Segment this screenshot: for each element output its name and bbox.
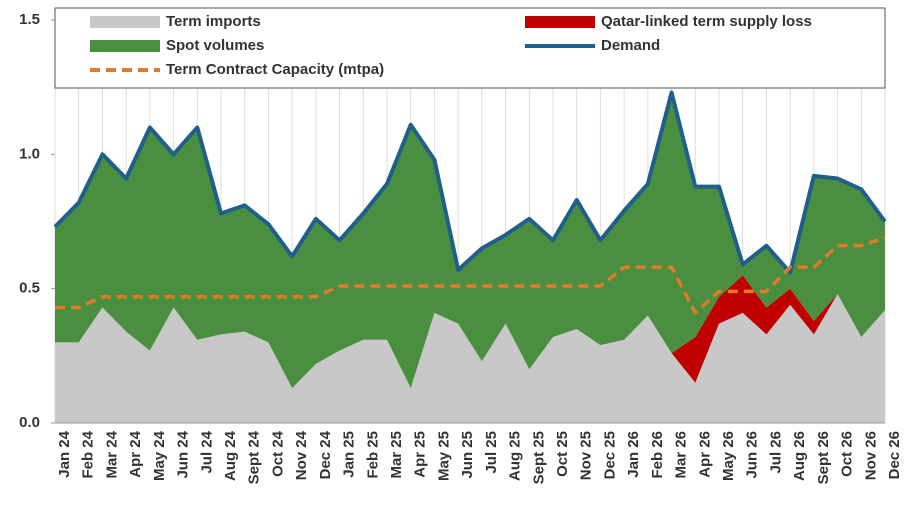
legend-label: Spot volumes: [166, 37, 264, 54]
x-tick-label: Jan 24: [56, 430, 73, 477]
x-tick-label: Nov 26: [862, 431, 879, 480]
x-tick-label: Feb 26: [649, 431, 666, 479]
x-tick-label: Apr 25: [412, 431, 429, 478]
x-tick-label: Oct 26: [839, 431, 856, 477]
x-tick-label: Oct 25: [554, 431, 571, 477]
area: [55, 294, 885, 423]
legend-swatch: [90, 16, 160, 28]
legend-swatch: [90, 40, 160, 52]
x-tick-label: Jan 25: [341, 431, 358, 478]
x-tick-label: Jun 26: [744, 431, 761, 479]
x-tick-label: Nov 25: [578, 431, 595, 480]
line: [55, 235, 886, 315]
x-tick-label: Jul 26: [767, 431, 784, 474]
x-tick-label: Jun 25: [459, 431, 476, 479]
y-tick-label: 0.0: [19, 414, 40, 431]
x-tick-label: Sept 25: [530, 431, 547, 484]
x-tick-label: Jul 25: [483, 431, 500, 474]
legend: [54, 7, 886, 89]
legend-label: Term Contract Capacity (mtpa): [166, 61, 384, 78]
x-tick-label: Mar 25: [388, 431, 405, 479]
x-tick-label: Dec 26: [886, 431, 903, 479]
x-tick-label: Jul 24: [198, 430, 215, 473]
y-tick-label: 1.0: [19, 145, 40, 162]
x-tick-label: Feb 24: [80, 430, 97, 478]
y-tick-label: 0.5: [19, 280, 40, 297]
x-tick-label: Oct 24: [269, 430, 286, 477]
x-tick-label: Apr 24: [127, 430, 144, 477]
x-tick-label: Aug 24: [222, 430, 239, 481]
x-tick-label: Sept 24: [246, 430, 263, 484]
area: [55, 92, 885, 389]
x-tick-label: Aug 26: [791, 431, 808, 481]
x-tick-label: Mar 24: [103, 430, 120, 478]
line: [53, 90, 887, 275]
x-tick-label: Dec 24: [317, 430, 334, 479]
x-tick-label: Jan 26: [625, 431, 642, 478]
area: [55, 275, 885, 389]
legend-label: Term imports: [166, 13, 261, 30]
legend-label: Qatar-linked term supply loss: [601, 13, 812, 30]
x-tick-label: Aug 25: [507, 431, 524, 481]
x-tick-label: Sept 26: [815, 431, 832, 484]
x-tick-label: May 26: [720, 431, 737, 481]
legend-label: Demand: [601, 37, 660, 54]
x-tick-label: Apr 26: [696, 431, 713, 478]
x-tick-label: Jun 24: [175, 430, 192, 478]
x-tick-label: May 25: [435, 431, 452, 481]
x-tick-label: Feb 25: [364, 431, 381, 479]
x-tick-label: May 24: [151, 430, 168, 481]
y-tick-label: 1.5: [19, 11, 40, 28]
x-tick-label: Dec 25: [601, 431, 618, 479]
x-tick-label: Nov 24: [293, 430, 310, 480]
legend-swatch: [525, 16, 595, 28]
x-tick-label: Mar 26: [673, 431, 690, 479]
